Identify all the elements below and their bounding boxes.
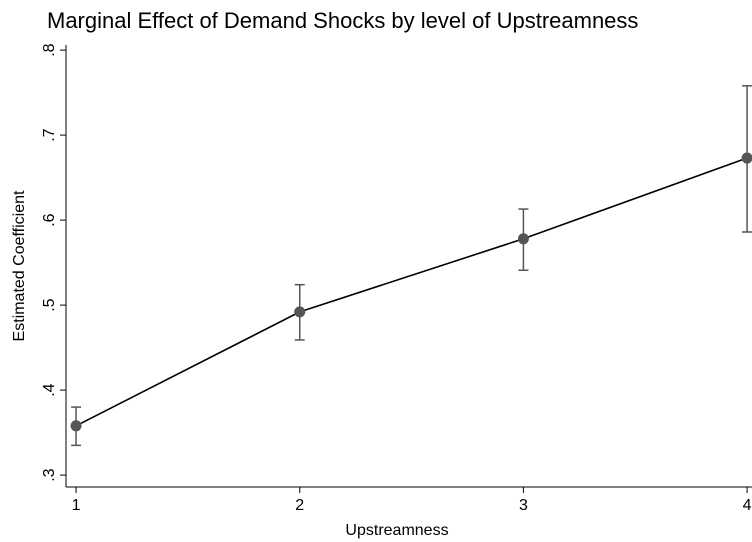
x-tick-label: 1 [72, 497, 81, 514]
line [75, 157, 748, 427]
y-tick-label: .5 [41, 298, 58, 311]
x-tick-label: 2 [295, 497, 304, 514]
point [294, 306, 306, 318]
y-tick-label: .3 [41, 468, 58, 481]
x-axis-title: Upstreamness [345, 522, 448, 539]
chart-title: Marginal Effect of Demand Shocks by leve… [47, 8, 638, 33]
y-tick-label: .4 [41, 383, 58, 396]
y-tick-label: .8 [41, 43, 58, 56]
y-tick-label: .7 [41, 128, 58, 141]
point [70, 420, 82, 432]
x-tick-label: 4 [743, 497, 752, 514]
point [517, 233, 529, 245]
x-tick-label: 3 [519, 497, 528, 514]
y-tick-label: .6 [41, 213, 58, 226]
point [741, 152, 752, 164]
y-axis-title: Estimated Coefficient [11, 190, 28, 341]
